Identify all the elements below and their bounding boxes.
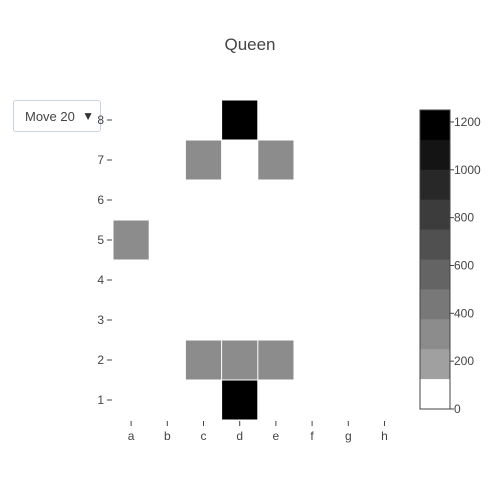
x-tick-label: h [381, 429, 388, 443]
x-tick-label: g [345, 429, 352, 443]
colorbar-segment [420, 319, 450, 350]
colorbar-segment [420, 349, 450, 380]
heatmap-cell-c7 [185, 140, 222, 180]
heatmap-cell-d8 [222, 100, 258, 140]
y-tick-label: 6 [97, 193, 104, 207]
heatmap-cell-d1 [222, 380, 258, 420]
y-tick-label: 4 [97, 273, 104, 287]
colorbar-segment [420, 229, 450, 260]
colorbar-segment [420, 169, 450, 201]
colorbar-tick-label: 400 [454, 306, 474, 320]
x-tick-label: e [273, 429, 280, 443]
x-tick-label: f [310, 429, 314, 443]
y-tick-label: 3 [97, 313, 104, 327]
y-tick-label: 5 [97, 233, 104, 247]
colorbar-tick-label: 1000 [454, 163, 481, 177]
heatmap-cell-e7 [258, 140, 294, 180]
y-tick-label: 1 [97, 393, 104, 407]
heatmap-cell-c2 [185, 340, 222, 380]
move-dropdown-label: Move 20 [25, 108, 75, 124]
colorbar-tick-label: 1200 [454, 115, 481, 129]
x-tick-label: d [236, 429, 243, 443]
colorbar-tick-label: 800 [454, 211, 474, 225]
colorbar-segment [420, 199, 450, 231]
y-tick-label: 8 [97, 113, 104, 127]
colorbar-segment [420, 379, 450, 410]
colorbar-segment [420, 110, 450, 141]
x-tick-label: a [128, 429, 135, 443]
x-tick-label: c [201, 429, 207, 443]
heatmap-cell-a5 [113, 220, 149, 260]
heatmap-cell-e2 [258, 340, 294, 380]
colorbar-tick-label: 600 [454, 258, 474, 272]
colorbar-tick-label: 200 [454, 354, 474, 368]
chart-title: Queen [224, 35, 275, 54]
y-tick-label: 2 [97, 353, 104, 367]
colorbar-segment [420, 289, 450, 320]
move-dropdown[interactable]: Move 20 ▼ [13, 100, 101, 132]
colorbar-outline [419, 109, 451, 410]
colorbar-segment [420, 139, 450, 171]
colorbar-tick-label: 0 [454, 402, 461, 416]
triangle-down-icon: ▼ [82, 109, 94, 123]
y-tick-label: 7 [97, 153, 104, 167]
x-tick-label: b [164, 429, 171, 443]
colorbar-segment [420, 259, 450, 290]
heatmap-cell-d2 [222, 340, 258, 380]
